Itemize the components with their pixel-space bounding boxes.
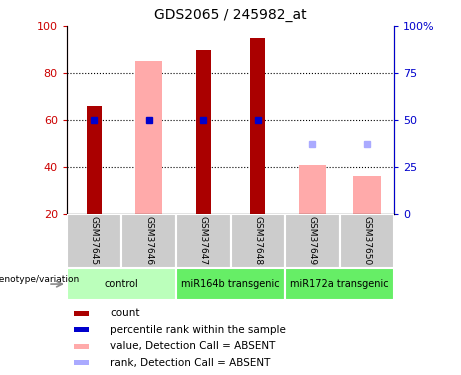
Text: miR172a transgenic: miR172a transgenic (290, 279, 389, 289)
Bar (176, 268, 285, 300)
Bar (230, 214, 285, 268)
Bar (176, 214, 230, 268)
Bar (74, 344, 89, 349)
Text: genotype/variation: genotype/variation (0, 275, 80, 284)
Text: GSM37649: GSM37649 (308, 216, 317, 266)
Text: rank, Detection Call = ABSENT: rank, Detection Call = ABSENT (110, 358, 271, 368)
Bar (74, 327, 89, 332)
Text: GSM37650: GSM37650 (362, 216, 372, 266)
Bar (67, 268, 176, 300)
Title: GDS2065 / 245982_at: GDS2065 / 245982_at (154, 9, 307, 22)
Text: GSM37645: GSM37645 (89, 216, 99, 266)
Bar (353, 176, 380, 214)
Bar (67, 214, 121, 268)
Bar (285, 268, 394, 300)
Bar (299, 165, 326, 214)
Bar (87, 106, 101, 214)
Text: GSM37648: GSM37648 (253, 216, 262, 266)
Text: control: control (105, 279, 138, 289)
Bar (196, 50, 211, 214)
Text: value, Detection Call = ABSENT: value, Detection Call = ABSENT (110, 341, 275, 351)
Bar (121, 214, 176, 268)
Bar (285, 214, 340, 268)
Bar (74, 360, 89, 365)
Bar (74, 311, 89, 316)
Text: GSM37646: GSM37646 (144, 216, 153, 266)
Bar (250, 38, 265, 214)
Text: GSM37647: GSM37647 (199, 216, 208, 266)
Bar (340, 214, 394, 268)
Text: percentile rank within the sample: percentile rank within the sample (110, 325, 286, 335)
Text: count: count (110, 309, 140, 318)
Text: miR164b transgenic: miR164b transgenic (181, 279, 280, 289)
Bar (135, 62, 162, 214)
